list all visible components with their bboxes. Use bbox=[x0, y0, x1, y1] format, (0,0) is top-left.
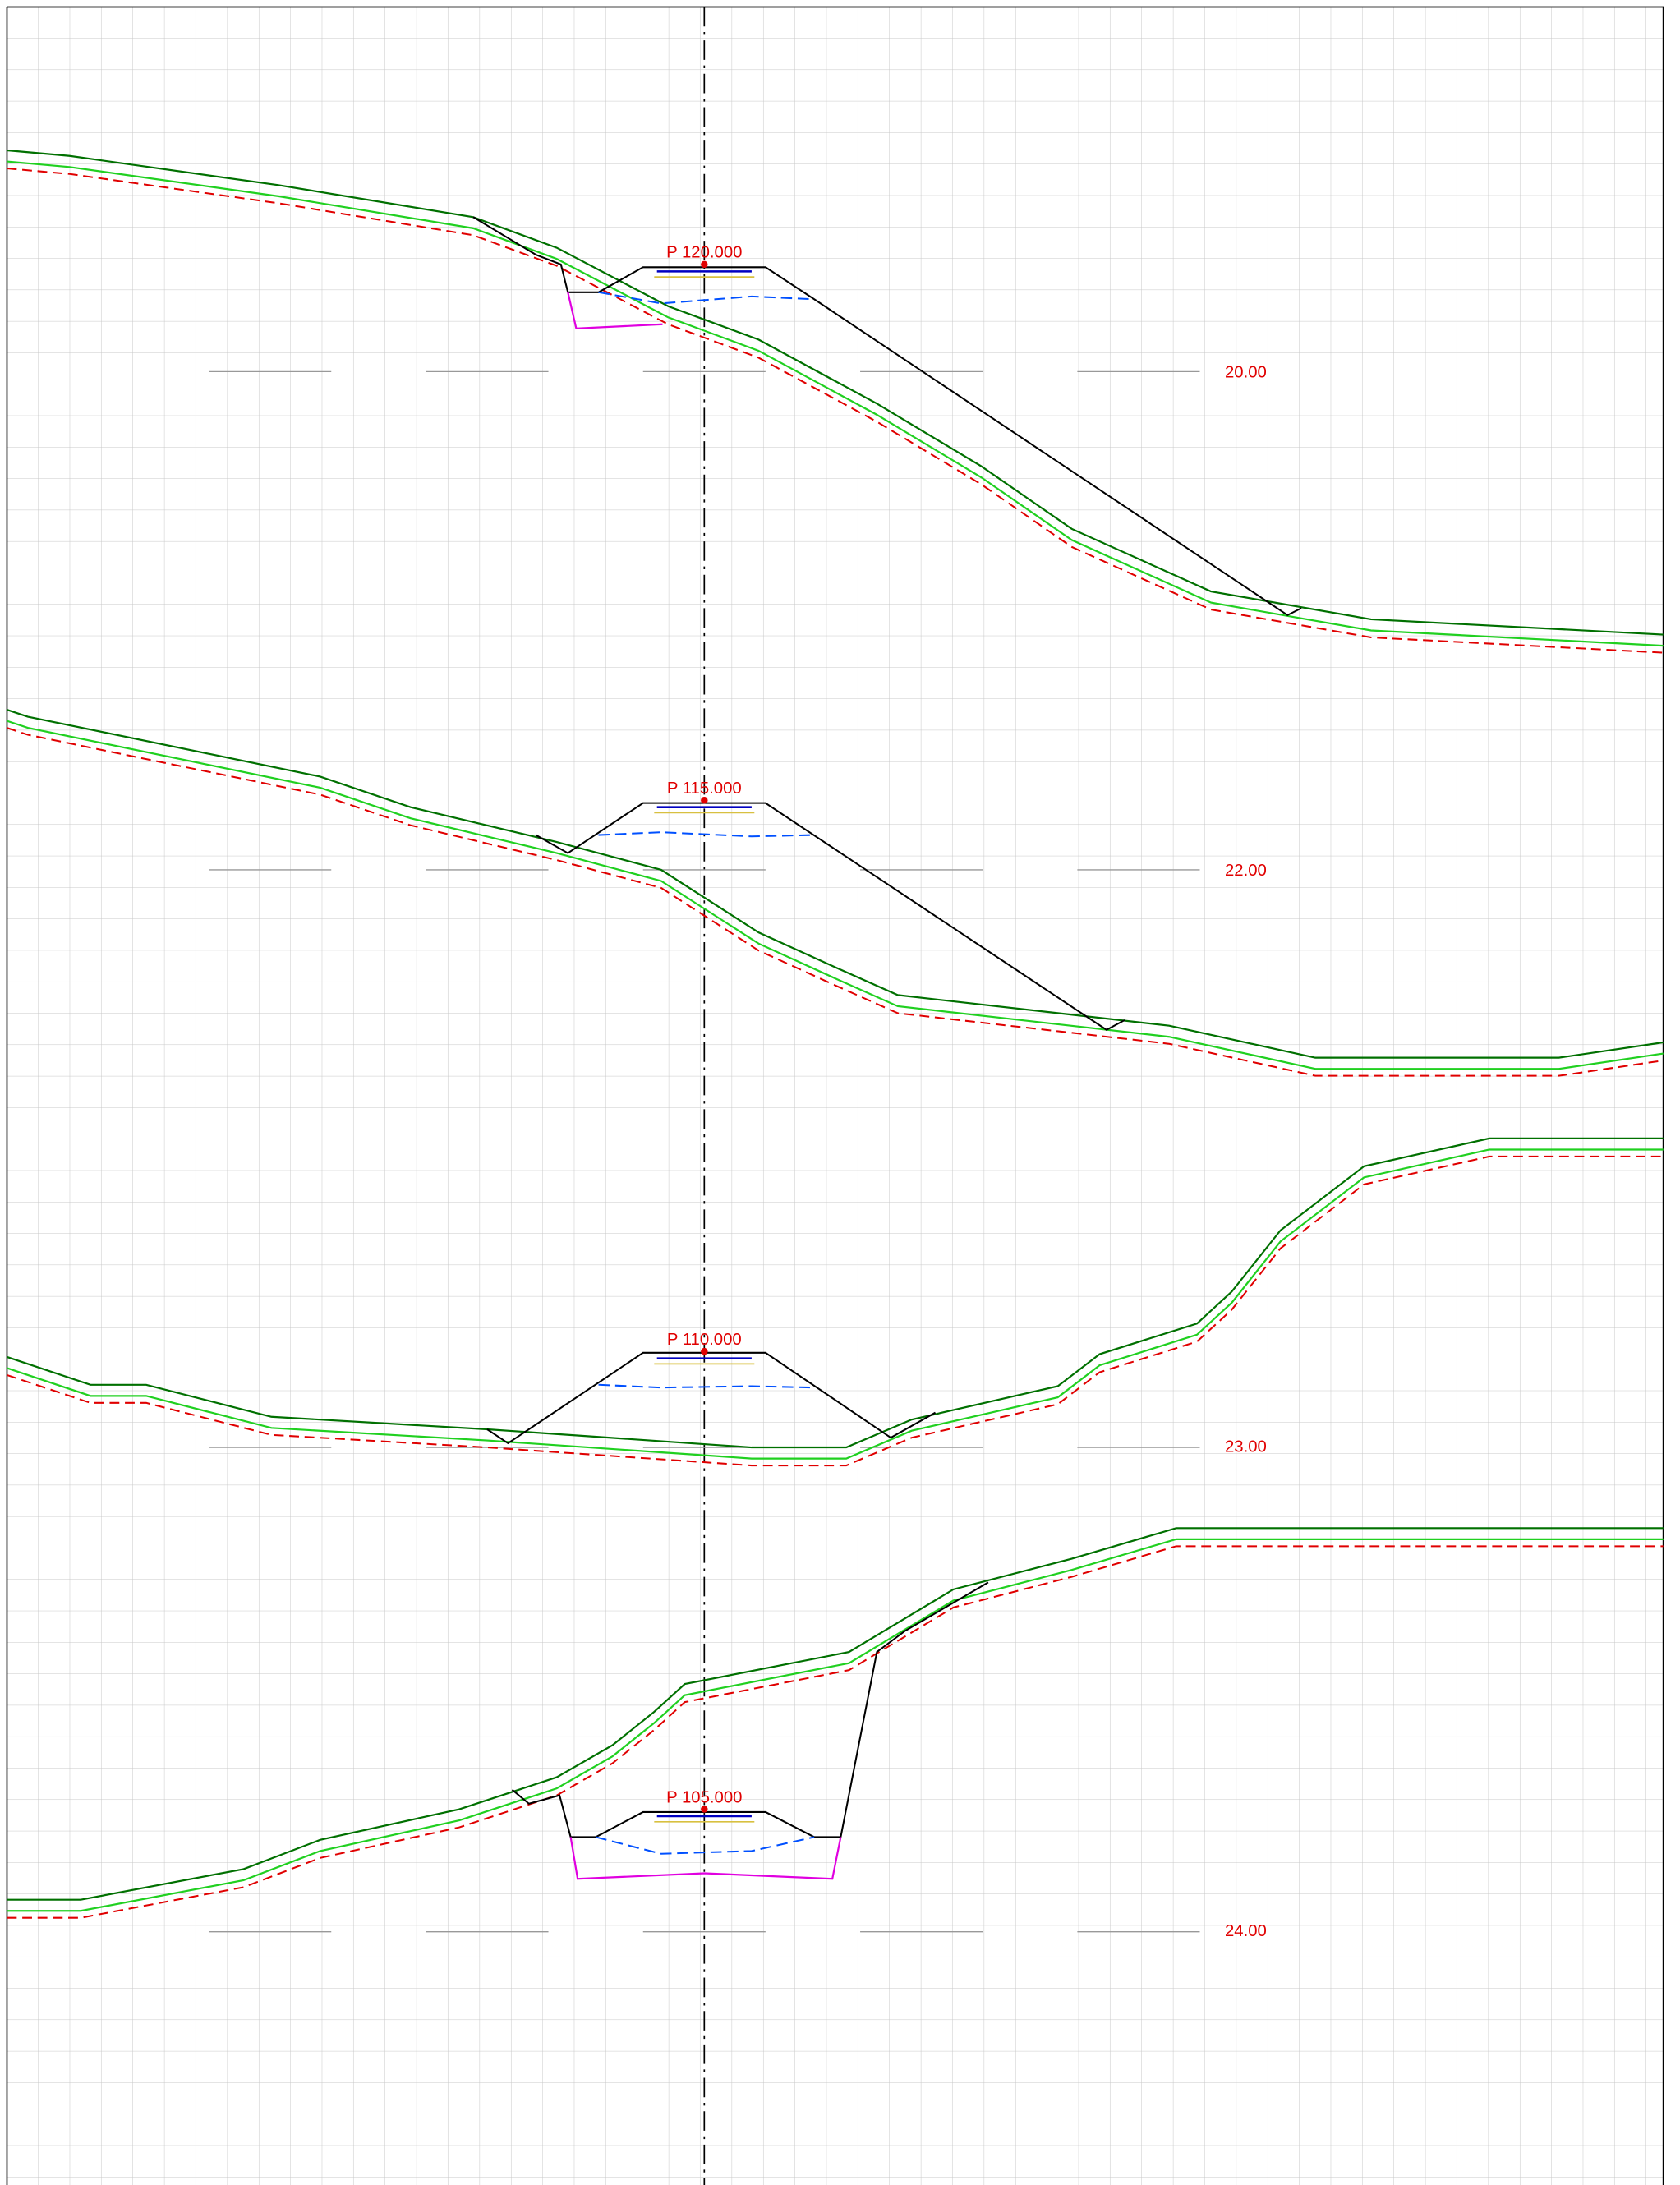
elevation-label: 24.00 bbox=[1225, 1922, 1267, 1940]
frame bbox=[6, 6, 1664, 2185]
layer-line bbox=[598, 291, 815, 305]
design-line bbox=[7, 1545, 1664, 1919]
station-point bbox=[701, 1347, 708, 1355]
elevation-label: 20.00 bbox=[1225, 363, 1267, 381]
ground-line bbox=[7, 1527, 1664, 1901]
design-line bbox=[7, 167, 1664, 654]
elevation-label: 23.00 bbox=[1225, 1438, 1267, 1456]
station-label: P 105.000 bbox=[666, 1788, 742, 1806]
station-point bbox=[701, 1806, 708, 1813]
grid bbox=[7, 7, 1664, 2185]
ground-line bbox=[7, 149, 1664, 636]
ground-offset-line bbox=[7, 720, 1664, 1070]
design-line bbox=[7, 1155, 1664, 1467]
ground-offset-line bbox=[7, 1148, 1664, 1460]
station-label: P 110.000 bbox=[667, 1331, 742, 1349]
layer-line bbox=[598, 1383, 815, 1389]
elevation-label: 22.00 bbox=[1225, 862, 1267, 880]
layer-line bbox=[595, 1836, 815, 1855]
station-point bbox=[701, 796, 708, 804]
ground-line bbox=[7, 1137, 1664, 1449]
ground-line bbox=[7, 709, 1664, 1059]
excavation-line bbox=[567, 292, 663, 329]
station-label: P 120.000 bbox=[666, 244, 742, 262]
station-label: P 115.000 bbox=[667, 780, 742, 798]
layer-line bbox=[598, 831, 815, 838]
station-point bbox=[701, 260, 708, 269]
ground-offset-line bbox=[7, 1538, 1664, 1912]
excavation-line bbox=[569, 1837, 842, 1880]
ground-offset-line bbox=[7, 160, 1664, 647]
road-outline bbox=[472, 216, 1302, 617]
design-line bbox=[7, 727, 1664, 1077]
